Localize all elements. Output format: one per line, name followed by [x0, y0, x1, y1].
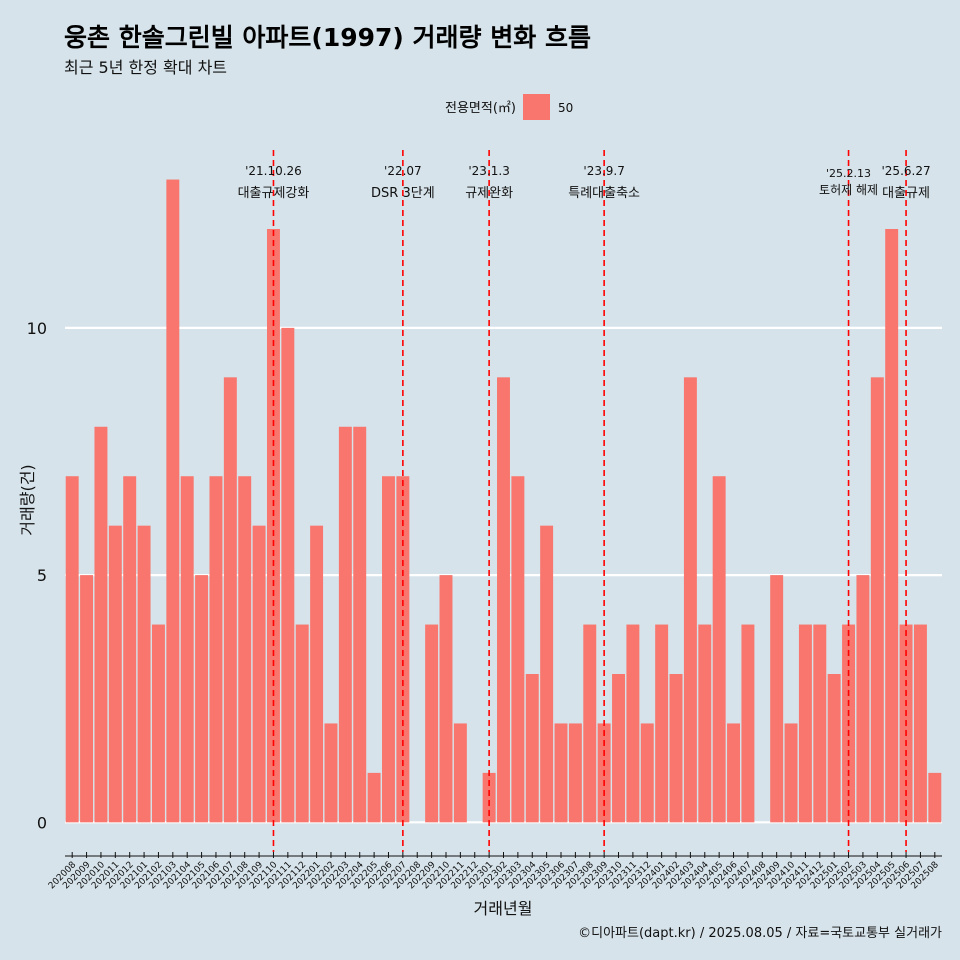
bar: [108, 525, 122, 823]
bar: [209, 476, 223, 823]
y-axis-title: 거래량(건): [18, 464, 37, 535]
y-tick-label: 10: [27, 319, 47, 338]
bar: [626, 624, 640, 823]
bar: [238, 476, 252, 823]
legend-title: 전용면적(㎡): [445, 101, 516, 116]
bar: [439, 575, 453, 823]
bar: [195, 575, 209, 823]
bar: [137, 525, 151, 823]
y-tick-label: 0: [37, 813, 47, 832]
bar: [856, 575, 870, 823]
bar: [583, 624, 597, 823]
bar: [281, 327, 295, 823]
bar: [669, 674, 683, 823]
bar: [80, 575, 94, 823]
bar: [640, 723, 654, 823]
bar: [353, 426, 367, 823]
bar: [540, 525, 554, 823]
event-label: DSR 3단계: [371, 186, 435, 201]
x-axis-title: 거래년월: [474, 899, 533, 918]
bar: [511, 476, 525, 823]
bar: [310, 525, 324, 823]
bar: [94, 426, 108, 823]
bar: [655, 624, 669, 823]
bar: [180, 476, 194, 823]
bar: [568, 723, 582, 823]
event-date: '25.2.13: [826, 167, 871, 180]
bar: [784, 723, 798, 823]
bar: [712, 476, 726, 823]
bar: [827, 674, 841, 823]
x-axis: 2020082020092020102020112020122021012021…: [47, 852, 942, 891]
bar: [425, 624, 439, 823]
bar: [770, 575, 784, 823]
bar: [453, 723, 467, 823]
event-label: 대출규제: [882, 186, 930, 201]
bar: [338, 426, 352, 823]
bar: [612, 674, 625, 823]
event-date: '22.07: [384, 164, 422, 178]
bar: [870, 377, 884, 823]
bar: [741, 624, 755, 823]
event-date: '23.9.7: [583, 164, 624, 178]
bar: [913, 624, 927, 823]
bar: [813, 624, 827, 823]
bar: [928, 772, 942, 823]
bar: [554, 723, 568, 823]
chart-subtitle: 최근 5년 한정 확대 차트: [64, 58, 228, 77]
y-tick-label: 5: [37, 566, 47, 585]
bar: [65, 476, 79, 823]
event-date: '21.10.26: [245, 164, 302, 178]
bars: [65, 179, 942, 823]
bar: [151, 624, 165, 823]
bar: [396, 476, 410, 823]
bar: [295, 624, 309, 823]
bar: [367, 772, 381, 823]
event-markers: '21.10.26 대출규제강화 '22.07 DSR 3단계 '23.1.3 규제완화 '…: [238, 150, 931, 852]
bar: [166, 179, 180, 823]
bar: [525, 674, 539, 823]
bar: [698, 624, 712, 823]
bar: [727, 723, 741, 823]
chart-title: 웅촌 한솔그린빌 아파트(1997) 거래량 변화 흐름: [64, 23, 591, 52]
bar: [252, 525, 266, 823]
bar: [324, 723, 338, 823]
y-axis: 0 5 10: [27, 319, 47, 832]
event-label: 대출규제강화: [238, 186, 310, 201]
event-label: 특례대출축소: [568, 186, 640, 201]
bar: [223, 377, 237, 823]
legend: 전용면적(㎡) 50: [445, 94, 573, 120]
legend-label: 50: [558, 101, 573, 115]
bar: [382, 476, 395, 823]
source-caption: ©디아파트(dapt.kr) / 2025.08.05 / 자료=국토교통부 실…: [578, 926, 942, 941]
bar: [798, 624, 812, 823]
bar: [497, 377, 510, 823]
bar: [123, 476, 137, 823]
bar: [482, 772, 496, 823]
event-label: 규제완화: [465, 186, 513, 201]
legend-swatch: [523, 94, 550, 120]
bar: [885, 229, 899, 823]
event-label: 토허제 해제: [819, 183, 878, 197]
event-date: '25.6.27: [882, 164, 931, 178]
bar: [683, 377, 697, 823]
event-date: '23.1.3: [468, 164, 509, 178]
